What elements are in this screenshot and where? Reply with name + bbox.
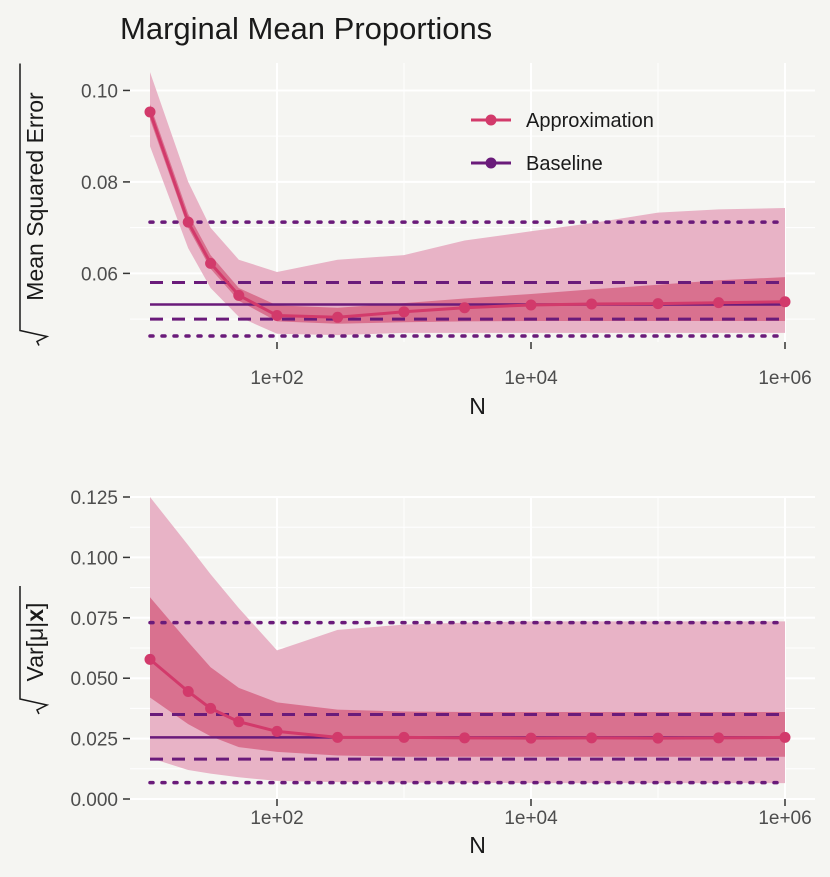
x-axis-title: N (469, 393, 486, 419)
approx-point-10 (652, 732, 664, 744)
approx-point-11 (713, 297, 725, 309)
approx-point-6 (398, 306, 410, 318)
approx-inner-band (150, 597, 785, 757)
xtick-label-2: 1e+06 (758, 368, 811, 389)
legend-label-0: Approximation (526, 110, 654, 132)
sqrt-sign (19, 586, 50, 715)
approx-point-3 (233, 716, 245, 728)
legend-label-1: Baseline (526, 153, 603, 175)
approx-point-11 (713, 732, 725, 744)
approx-point-5 (332, 731, 344, 743)
approx-point-7 (459, 302, 471, 314)
ytick-label-5: 0.125 (70, 488, 118, 509)
approx-point-4 (271, 725, 283, 737)
ytick-label-1: 0.025 (70, 730, 118, 751)
ytick-label-0: 0.06 (81, 264, 118, 285)
y-title-part: Var[μ| (22, 622, 48, 682)
approx-point-3 (233, 289, 245, 301)
approx-point-9 (586, 732, 598, 744)
approx-point-0 (144, 106, 156, 118)
approx-point-5 (332, 311, 344, 323)
ytick-label-1: 0.08 (81, 173, 118, 194)
y-axis-title-text: Var[μ|x] (22, 603, 48, 682)
sqrt-sign (19, 63, 50, 346)
legend: Approximation Baseline (471, 110, 654, 175)
y-title-part-bold: x (22, 609, 48, 622)
ytick-label-2: 0.10 (81, 81, 118, 102)
approx-point-2 (205, 702, 217, 714)
y-axis-title: Var[μ|x] (19, 586, 50, 715)
approx-point-7 (459, 732, 471, 744)
ytick-label-4: 0.100 (70, 548, 118, 569)
approx-point-9 (586, 298, 598, 310)
ytick-label-2: 0.050 (70, 669, 118, 690)
approx-point-6 (398, 731, 410, 743)
approx-point-8 (525, 299, 537, 311)
ytick-label-0: 0.000 (70, 790, 118, 811)
approx-outer-band (150, 72, 785, 336)
xtick-label-0: 1e+02 (250, 808, 303, 829)
approx-point-12 (779, 731, 791, 743)
y-axis-title-text: Mean Squared Error (22, 92, 48, 301)
approx-point-2 (205, 257, 217, 269)
ytick-label-3: 0.075 (70, 609, 118, 630)
y-axis-title: Mean Squared Error (19, 63, 50, 346)
xtick-label-1: 1e+04 (504, 808, 558, 829)
approx-point-4 (271, 309, 283, 321)
xtick-label-2: 1e+06 (758, 808, 811, 829)
chart-title: Marginal Mean Proportions (120, 11, 492, 46)
panel-bottom: 0.000 0.025 0.050 0.075 0.100 0.125 1e+02 1e+04… (19, 488, 815, 858)
panel-top: 0.06 0.08 0.10 1e+02 1e+04 1e+06 N Mean Squared… (19, 63, 815, 419)
xtick-label-1: 1e+04 (504, 368, 558, 389)
xtick-label-0: 1e+02 (250, 368, 303, 389)
approx-point-1 (182, 685, 194, 697)
approx-point-8 (525, 732, 537, 744)
legend-key-point-1 (485, 157, 497, 169)
approx-point-12 (779, 296, 791, 308)
approx-point-10 (652, 298, 664, 310)
y-title-part-end: ] (22, 603, 48, 609)
x-axis-title: N (469, 832, 486, 858)
approx-point-1 (182, 216, 194, 228)
legend-key-point-0 (485, 114, 497, 126)
approx-point-0 (144, 653, 156, 665)
